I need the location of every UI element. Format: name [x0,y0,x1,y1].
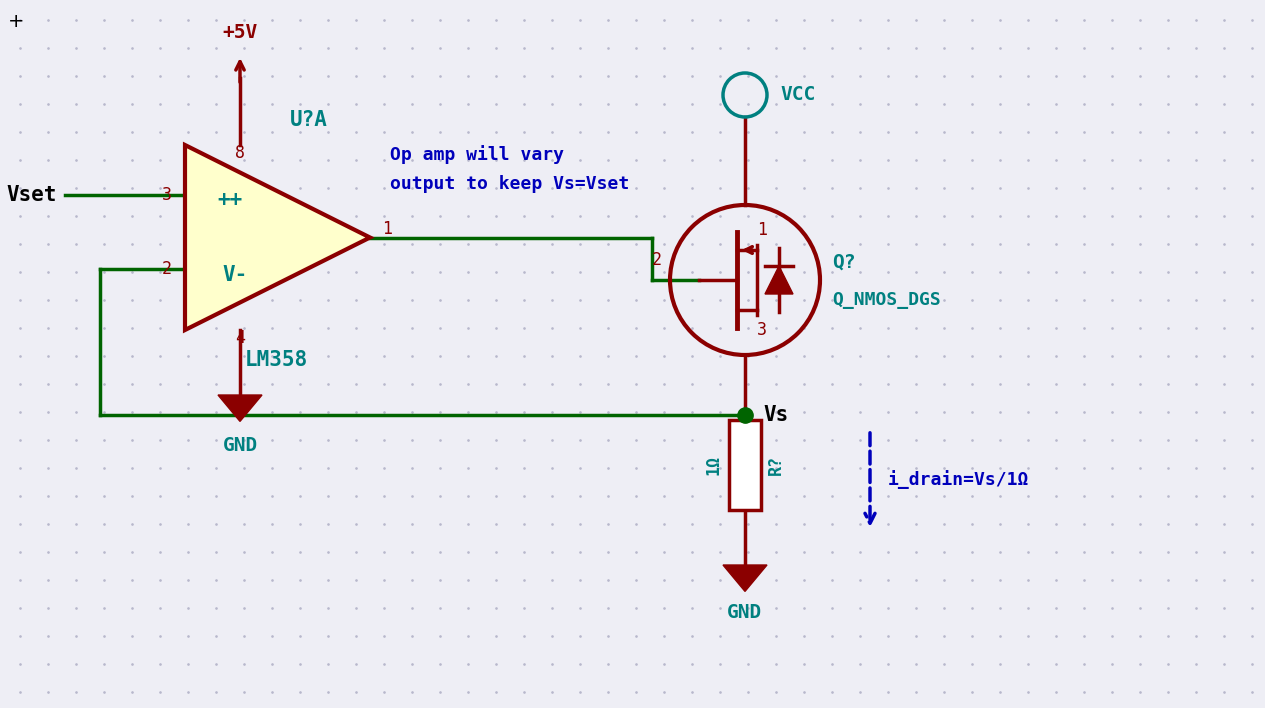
Text: GND: GND [727,603,763,622]
Text: +5V: +5V [223,23,258,42]
Text: 3: 3 [756,321,767,339]
Text: 1: 1 [756,221,767,239]
Text: Q?: Q? [832,253,855,271]
Text: 4: 4 [235,329,245,347]
Text: +: + [8,12,24,31]
Text: Q_NMOS_DGS: Q_NMOS_DGS [832,291,941,309]
Text: i_drain=Vs/1Ω: i_drain=Vs/1Ω [888,471,1030,489]
Text: LM358: LM358 [245,350,309,370]
Polygon shape [185,145,369,330]
Text: Vs: Vs [763,405,788,425]
Bar [729,420,762,510]
Polygon shape [765,266,793,294]
Text: Op amp will vary
output to keep Vs=Vset: Op amp will vary output to keep Vs=Vset [390,145,629,193]
Text: ++: ++ [218,190,243,210]
Polygon shape [218,395,262,421]
Text: 3: 3 [162,186,172,204]
Text: V-: V- [223,265,248,285]
Text: 2: 2 [162,260,172,278]
Text: R?: R? [767,455,786,475]
Text: Vset: Vset [6,185,57,205]
Text: VCC: VCC [781,86,815,105]
Text: U?A: U?A [290,110,328,130]
Polygon shape [724,565,767,591]
Text: 1: 1 [382,220,392,239]
Text: GND: GND [223,436,258,455]
Text: 2: 2 [651,251,662,269]
Text: 1Ω: 1Ω [705,455,724,475]
Text: 8: 8 [235,144,245,162]
